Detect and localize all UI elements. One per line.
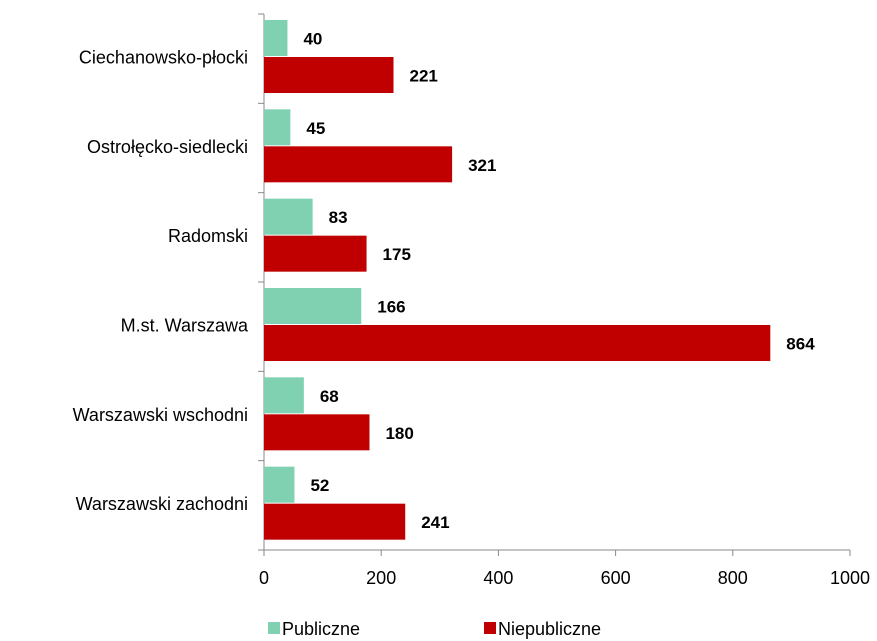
category-label: Ostrołęcko-siedlecki [87,137,248,157]
bar [264,325,771,361]
legend-swatch [268,622,280,634]
bar [264,109,291,146]
data-label: 180 [385,424,413,443]
bar [264,466,295,503]
bar [264,377,304,414]
data-label: 52 [310,476,329,495]
category-label: Radomski [168,226,248,246]
data-label: 864 [786,334,815,353]
bar [264,20,288,56]
legend-label: Niepubliczne [498,619,601,639]
data-label: 241 [421,513,449,532]
bar [264,146,453,183]
x-tick-label: 1000 [830,568,870,588]
x-tick-label: 400 [483,568,513,588]
bar [264,288,362,324]
data-label: 45 [306,119,325,138]
bar [264,414,370,451]
x-tick-label: 600 [601,568,631,588]
data-label: 83 [329,208,348,227]
bar [264,235,367,272]
category-label: M.st. Warszawa [121,315,249,335]
bar [264,57,394,93]
category-label: Warszawski wschodni [73,405,248,425]
legend-label: Publiczne [282,619,360,639]
data-label: 175 [383,245,411,264]
legend-swatch [484,622,496,634]
x-tick-label: 0 [259,568,269,588]
data-label: 166 [377,297,405,316]
category-label: Warszawski zachodni [76,494,248,514]
data-label: 221 [410,66,438,85]
x-tick-label: 200 [366,568,396,588]
bar [264,198,313,235]
data-label: 321 [468,156,496,175]
data-label: 40 [303,29,322,48]
x-tick-label: 800 [718,568,748,588]
bar [264,503,406,540]
category-label: Ciechanowsko-płocki [79,47,248,67]
data-label: 68 [320,387,339,406]
